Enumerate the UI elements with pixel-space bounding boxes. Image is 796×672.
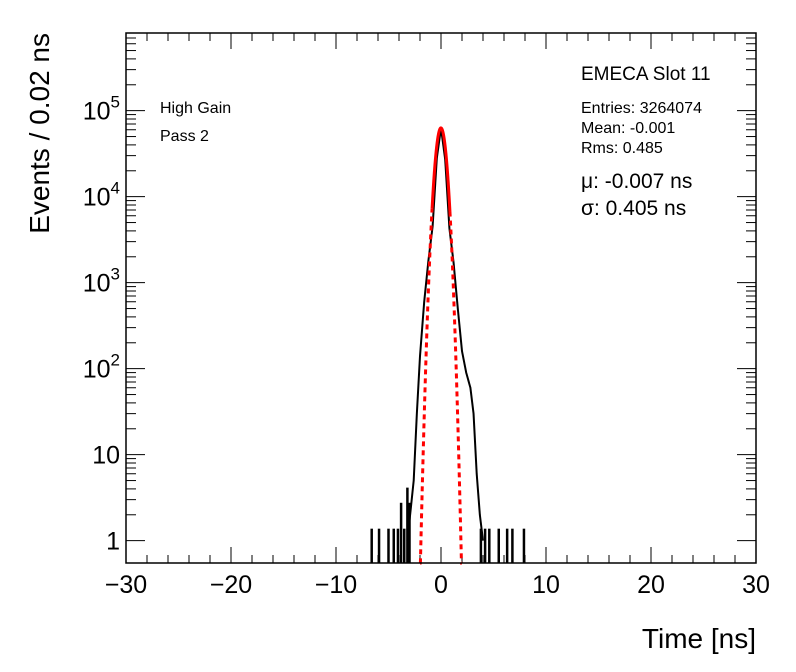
fit-dashed-left xyxy=(418,208,434,565)
plot-frame xyxy=(125,32,757,564)
x-tick-label: −30 xyxy=(105,571,147,599)
fit-dashed-right xyxy=(448,211,463,565)
y-tick-label: 102 xyxy=(83,351,120,384)
y-tick-label: 103 xyxy=(83,265,120,298)
rms-label: Rms: 0.485 xyxy=(581,140,663,157)
fit-curve xyxy=(430,126,452,212)
x-tick-label: 20 xyxy=(637,571,665,599)
slot-label: EMECA Slot 11 xyxy=(581,64,711,85)
fit-mu-label: μ: -0.007 ns xyxy=(581,170,692,193)
series-layer xyxy=(370,126,526,565)
gain-label: High Gain xyxy=(160,100,231,117)
histogram-line xyxy=(406,127,484,541)
x-tick-label: 0 xyxy=(434,571,448,599)
entries-label: Entries: 3264074 xyxy=(581,100,702,117)
x-tick-label: −10 xyxy=(315,571,357,599)
mean-label: Mean: -0.001 xyxy=(581,120,675,137)
y-tick-label: 10 xyxy=(92,442,120,470)
x-axis-title: Time [ns] xyxy=(642,623,756,654)
x-tick-label: −20 xyxy=(210,571,252,599)
y-tick-label: 1 xyxy=(106,528,120,556)
fit-sigma-label: σ: 0.405 ns xyxy=(581,197,686,220)
pass-label: Pass 2 xyxy=(160,128,209,145)
x-tick-label: 10 xyxy=(532,571,560,599)
y-tick-label: 104 xyxy=(83,179,120,212)
x-tick-label: 30 xyxy=(742,571,770,599)
y-tick-label: 105 xyxy=(83,93,120,126)
y-axis-title: Events / 0.02 ns xyxy=(24,33,55,234)
